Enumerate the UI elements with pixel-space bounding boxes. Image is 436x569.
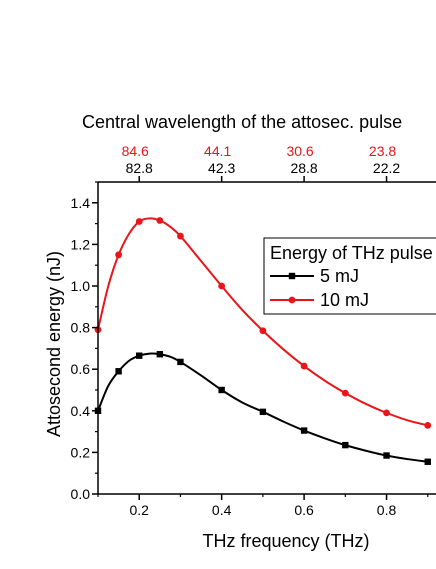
y-tick-label: 1.2 [71, 236, 91, 252]
data-point-5mj [177, 358, 184, 366]
top-tick-label: 82.8 [126, 160, 153, 176]
legend-marker-10mj [288, 296, 296, 304]
top-tick-label-red: 23.8 [369, 143, 396, 159]
x-tick-label: 0.8 [377, 502, 397, 518]
series-line-5mj [97, 352, 428, 463]
y-tick-label: 0.4 [71, 403, 91, 419]
data-point-5mj [342, 441, 349, 449]
legend-entry-label: 5 mJ [320, 266, 359, 286]
data-point-10mj [300, 362, 308, 370]
y-tick-label: 0.0 [71, 486, 91, 502]
top-tick-label: 22.2 [373, 160, 400, 176]
y-tick-label: 0.6 [71, 361, 91, 377]
data-point-10mj [135, 218, 143, 225]
top-axis-label: Central wavelength of the attosec. pulse [82, 112, 402, 132]
data-point-10mj [218, 282, 226, 290]
legend-title: Energy of THz pulse [270, 243, 433, 263]
top-tick-label: 28.8 [290, 160, 317, 176]
top-tick-label-red: 84.6 [122, 143, 149, 159]
data-point-10mj [156, 217, 164, 224]
data-point-10mj [341, 389, 349, 397]
axes: 0.0 0.2 0.4 0.6 0.8 1.0 1.2 1.4 0.2 0.4 0.6 0.8 82.8… [71, 143, 436, 518]
top-tick-label-red: 30.6 [286, 143, 313, 159]
data-point-5mj [156, 351, 164, 358]
x-axis-label: THz frequency (THz) [202, 531, 369, 551]
x-tick-label: 0.6 [294, 502, 314, 518]
data-point-10mj [115, 251, 123, 259]
data-point-5mj [259, 408, 267, 416]
series-markers [94, 217, 432, 465]
data-point-5mj [115, 368, 122, 375]
data-point-5mj [424, 458, 431, 465]
data-point-5mj [218, 386, 225, 394]
y-tick-label: 1.0 [71, 278, 91, 294]
data-point-5mj [383, 452, 390, 459]
x-tick-label: 0.2 [129, 502, 149, 518]
legend-entry-label: 10 mJ [320, 290, 369, 310]
legend: 5 mJ 10 mJ [263, 237, 436, 315]
x-tick-label: 0.4 [212, 502, 232, 518]
top-tick-label-red: 44.1 [204, 143, 231, 159]
data-point-5mj [300, 427, 308, 434]
top-tick-label: 42.3 [208, 160, 235, 176]
y-tick-label: 0.8 [71, 320, 91, 336]
legend-marker-5mj [288, 272, 296, 280]
data-point-10mj [383, 409, 390, 417]
data-point-10mj [424, 421, 432, 429]
y-axis-label: Attosecond energy (nJ) [44, 251, 64, 437]
y-tick-label: 0.2 [71, 444, 91, 460]
data-point-10mj [177, 232, 184, 240]
data-point-10mj [259, 327, 267, 335]
y-tick-label: 1.4 [71, 195, 91, 211]
data-point-5mj [136, 352, 143, 359]
